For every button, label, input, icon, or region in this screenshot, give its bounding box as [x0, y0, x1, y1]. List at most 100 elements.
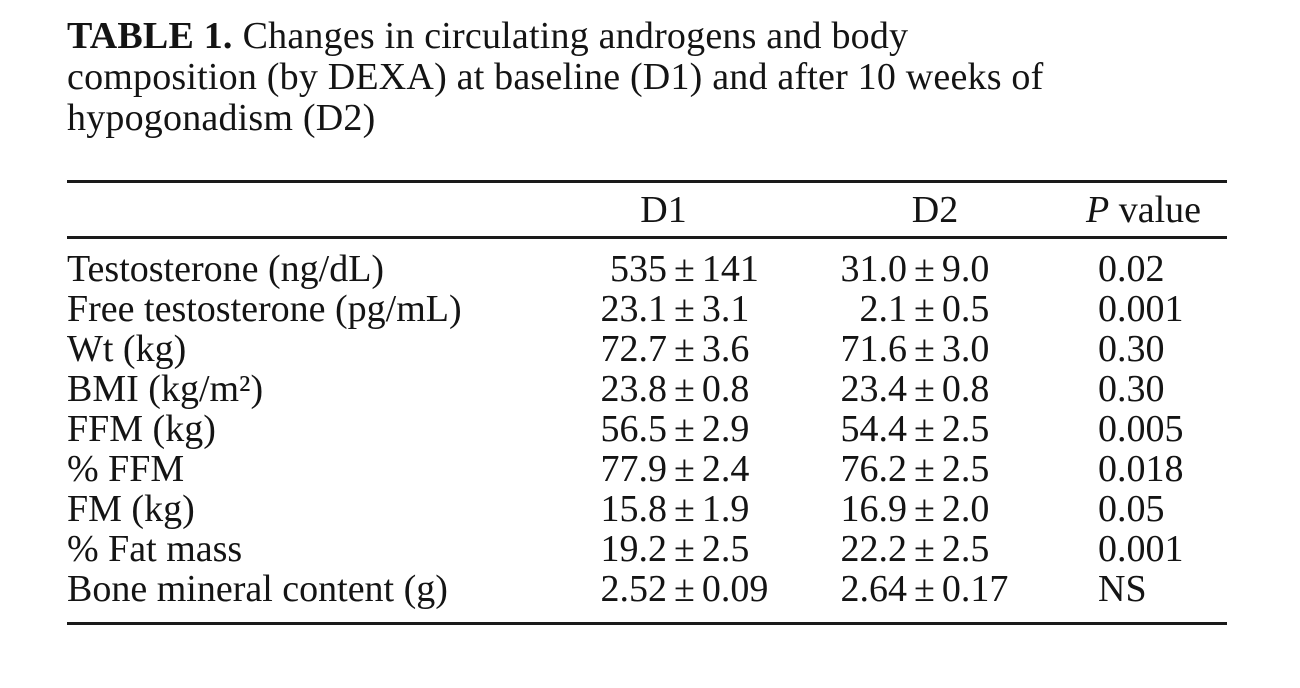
mean-value: 23.4	[840, 368, 908, 410]
plus-minus-sign: ±	[674, 528, 695, 570]
table-row: FFM (kg) 56.5 ±2.9 54.4 ±2.5 0.005	[67, 409, 1227, 449]
table-row: Bone mineral content (g) 2.52 ±0.09 2.64 ±0.…	[67, 569, 1227, 624]
plus-minus-sign: ±	[914, 448, 935, 490]
plus-minus-sign: ±	[674, 248, 695, 290]
row-label: Testosterone (ng/dL)	[67, 248, 385, 290]
cell-pvalue: 0.30	[1098, 368, 1165, 410]
table-row: Wt (kg) 72.7 ±3.6 71.6 ±3.0 0.30	[67, 329, 1227, 369]
cell-pvalue: 0.30	[1098, 328, 1165, 370]
sd-value: 2.5	[941, 408, 990, 450]
sd-value: 141	[701, 248, 759, 290]
col-header-d2: D2	[810, 181, 1060, 239]
sd-value: 3.0	[941, 328, 990, 370]
p-value-word: value	[1109, 188, 1201, 231]
plus-minus-sign: ±	[914, 328, 935, 370]
plus-minus-sign: ±	[914, 288, 935, 330]
table-caption-text-line2: composition (by DEXA) at baseline (D1) a…	[67, 56, 1044, 98]
plus-minus-sign: ±	[914, 528, 935, 570]
table-row: Free testosterone (pg/mL) 23.1 ±3.1 2.1 ±0.5…	[67, 289, 1227, 329]
plus-minus-sign: ±	[674, 408, 695, 450]
col-header-d1: D1	[517, 181, 810, 239]
cell-d1-value: 72.7 ±3.6	[517, 329, 810, 369]
mean-value: 2.52	[600, 568, 668, 610]
plus-minus-sign: ±	[914, 248, 935, 290]
row-label: % FFM	[67, 448, 185, 490]
mean-value: 2.64	[840, 568, 908, 610]
col-header-pvalue: P value	[1060, 181, 1227, 239]
row-label: FM (kg)	[67, 488, 195, 530]
sd-value: 2.5	[941, 528, 990, 570]
sd-value: 2.5	[941, 448, 990, 490]
cell-d1-value: 535 ±141	[517, 238, 810, 290]
mean-value: 23.8	[600, 368, 668, 410]
cell-d1-value: 56.5 ±2.9	[517, 409, 810, 449]
data-table: D1 D2 P value Testosterone (ng/dL) 535 ±14…	[67, 180, 1227, 625]
row-label: Bone mineral content (g)	[67, 568, 448, 610]
mean-value: 23.1	[600, 288, 668, 330]
plus-minus-sign: ±	[674, 488, 695, 530]
cell-d1-value: 23.1 ±3.1	[517, 289, 810, 329]
cell-d1-value: 2.52 ±0.09	[517, 569, 810, 624]
table-row: % FFM 77.9 ±2.4 76.2 ±2.5 0.018	[67, 449, 1227, 489]
table-caption-text-line3: hypogonadism (D2)	[67, 97, 376, 139]
sd-value: 1.9	[701, 488, 750, 530]
cell-d1-value: 15.8 ±1.9	[517, 489, 810, 529]
plus-minus-sign: ±	[674, 328, 695, 370]
mean-value: 16.9	[840, 488, 908, 530]
mean-value: 54.4	[840, 408, 908, 450]
mean-value: 56.5	[600, 408, 668, 450]
cell-pvalue: 0.05	[1098, 488, 1165, 530]
cell-pvalue: 0.001	[1098, 288, 1184, 330]
cell-pvalue: NS	[1098, 568, 1147, 610]
mean-value: 31.0	[840, 248, 908, 290]
table-row: Testosterone (ng/dL) 535 ±141 31.0 ±9.0 0.02	[67, 238, 1227, 290]
table-caption: TABLE 1. Changes in circulating androgens…	[67, 16, 1197, 139]
cell-d2-value: 71.6 ±3.0	[810, 329, 1060, 369]
sd-value: 0.17	[941, 568, 1009, 610]
row-label: FFM (kg)	[67, 408, 216, 450]
sd-value: 0.8	[941, 368, 990, 410]
plus-minus-sign: ±	[914, 368, 935, 410]
row-label: % Fat mass	[67, 528, 243, 570]
cell-pvalue: 0.018	[1098, 448, 1184, 490]
cell-d2-value: 31.0 ±9.0	[810, 238, 1060, 290]
row-label: Wt (kg)	[67, 328, 187, 370]
sd-value: 9.0	[941, 248, 990, 290]
cell-pvalue: 0.02	[1098, 248, 1165, 290]
row-label: BMI (kg/m²)	[67, 368, 264, 410]
cell-d2-value: 16.9 ±2.0	[810, 489, 1060, 529]
sd-value: 0.09	[701, 568, 769, 610]
cell-d2-value: 2.1 ±0.5	[810, 289, 1060, 329]
cell-d1-value: 23.8 ±0.8	[517, 369, 810, 409]
mean-value: 72.7	[600, 328, 668, 370]
table-row: % Fat mass 19.2 ±2.5 22.2 ±2.5 0.001	[67, 529, 1227, 569]
sd-value: 0.5	[941, 288, 990, 330]
cell-d2-value: 22.2 ±2.5	[810, 529, 1060, 569]
mean-value: 71.6	[840, 328, 908, 370]
sd-value: 2.9	[701, 408, 750, 450]
table-row: FM (kg) 15.8 ±1.9 16.9 ±2.0 0.05	[67, 489, 1227, 529]
sd-value: 2.4	[701, 448, 750, 490]
plus-minus-sign: ±	[674, 448, 695, 490]
mean-value: 76.2	[840, 448, 908, 490]
mean-value: 15.8	[600, 488, 668, 530]
cell-d1-value: 19.2 ±2.5	[517, 529, 810, 569]
mean-value: 22.2	[840, 528, 908, 570]
mean-value: 535	[610, 248, 667, 290]
row-label: Free testosterone (pg/mL)	[67, 288, 462, 330]
col-header-parameter	[67, 181, 517, 239]
cell-d1-value: 77.9 ±2.4	[517, 449, 810, 489]
cell-d2-value: 54.4 ±2.5	[810, 409, 1060, 449]
plus-minus-sign: ±	[914, 408, 935, 450]
table-caption-text-line1: Changes in circulating androgens and bod…	[242, 15, 909, 57]
plus-minus-sign: ±	[674, 568, 695, 610]
sd-value: 0.8	[701, 368, 750, 410]
mean-value: 19.2	[600, 528, 668, 570]
table-row: BMI (kg/m²) 23.8 ±0.8 23.4 ±0.8 0.30	[67, 369, 1227, 409]
table-caption-number: TABLE 1.	[67, 15, 233, 57]
header-row: D1 D2 P value	[67, 181, 1227, 239]
p-italic: P	[1085, 188, 1110, 231]
plus-minus-sign: ±	[914, 568, 935, 610]
plus-minus-sign: ±	[674, 288, 695, 330]
